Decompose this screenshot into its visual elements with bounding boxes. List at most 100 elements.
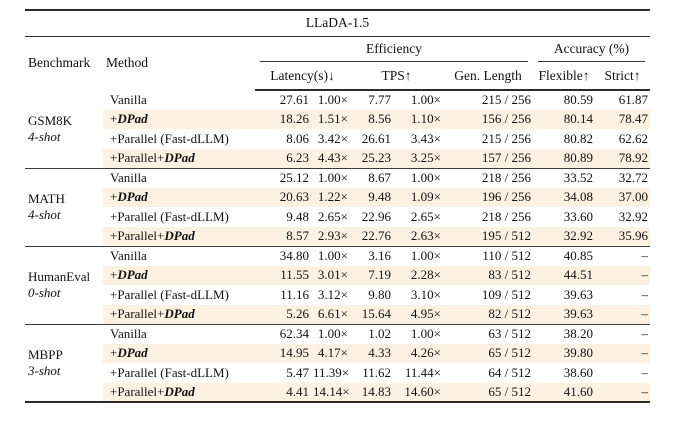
gen-length-value: 218 / 256	[481, 208, 531, 224]
method-cell: Vanilla	[103, 324, 255, 344]
latency-speedup: 3.42×	[317, 130, 348, 146]
flexible-score: 80.89	[533, 148, 595, 168]
tps-speedup: 1.00×	[410, 248, 441, 263]
benchmark-shots: 0-shot	[28, 285, 61, 300]
group-header-row: Benchmark Method Efficiency Accuracy (%)	[25, 36, 650, 70]
gen-length-value: 64 / 512	[488, 364, 531, 380]
tps-speedup: 14.60×	[393, 382, 443, 402]
method-dpad: DPad	[164, 150, 195, 165]
latency-speedup: 4.17×	[311, 343, 350, 363]
gen-length-value: 215 / 256	[481, 92, 531, 108]
column-header-benchmark: Benchmark	[28, 55, 91, 71]
gen-length-value: 110 / 512	[482, 248, 531, 263]
column-header-gen-length: Gen. Length	[443, 62, 533, 91]
method-cell: +Parallel+DPad	[103, 226, 255, 246]
column-group-accuracy: Accuracy (%)	[533, 36, 650, 62]
method-cell: +DPad	[103, 343, 255, 363]
gen-length-value: 63 / 512	[488, 326, 531, 341]
method-cell: +DPad	[103, 187, 255, 207]
tps-value: 9.80	[368, 286, 391, 302]
benchmark-name: MATH	[28, 191, 65, 206]
method-prefix: +Parallel (Fast-dLLM)	[110, 364, 229, 380]
method-prefix: +Parallel+	[110, 228, 165, 243]
flexible-score: 32.92	[533, 226, 595, 246]
flexible-score: 33.52	[563, 170, 593, 185]
gen-length-value: 218 / 256	[481, 170, 531, 185]
method-cell: Vanilla	[103, 168, 255, 188]
tps-value: 8.67	[368, 170, 391, 185]
latency-value: 4.41	[255, 382, 311, 402]
table-row: +DPad 11.55 3.01× 7.19 2.28× 83 / 512 44.51–	[25, 265, 650, 285]
strict-score: 62.62	[618, 130, 648, 146]
tps-value: 8.56	[350, 109, 393, 129]
benchmark-shots: 4-shot	[28, 128, 61, 144]
method-dpad: DPad	[164, 306, 195, 321]
gen-length-value: 157 / 256	[443, 148, 533, 168]
strict-score: –	[595, 343, 650, 363]
flexible-score: 39.63	[533, 304, 595, 324]
flexible-score: 80.59	[563, 92, 593, 108]
column-header-tps: TPS↑	[350, 62, 443, 91]
gen-length-value: 109 / 512	[481, 286, 531, 302]
tps-speedup: 1.00×	[410, 170, 441, 185]
flexible-score: 44.51	[533, 265, 595, 285]
method-dpad: DPad	[117, 267, 148, 283]
benchmark-name: GSM8K	[28, 112, 73, 128]
flexible-score: 39.80	[533, 343, 595, 363]
method-prefix: +	[110, 345, 118, 361]
method-cell: +DPad	[103, 265, 255, 285]
latency-value: 8.06	[286, 130, 309, 146]
table-row: +Parallel (Fast-dLLM) 11.16 3.12× 9.80 3.10×…	[25, 285, 650, 305]
sub-header-row: Latency(s)↓ TPS↑ Gen. Length Flexible↑ S…	[25, 62, 650, 91]
strict-score: –	[595, 265, 650, 285]
latency-value: 25.12	[279, 170, 309, 185]
table-row: +Parallel (Fast-dLLM) 8.06 3.42× 26.61 3.43×…	[25, 129, 650, 149]
latency-speedup: 2.65×	[317, 208, 348, 224]
flexible-score: 33.60	[563, 208, 593, 224]
method-prefix: +Parallel+	[110, 383, 165, 399]
latency-speedup: 3.01×	[311, 265, 350, 285]
tps-speedup: 11.44×	[404, 364, 441, 380]
flexible-score: 40.85	[563, 248, 593, 263]
flexible-score: 34.08	[533, 187, 595, 207]
tps-speedup: 4.95×	[393, 304, 443, 324]
tps-value: 11.62	[362, 364, 391, 380]
benchmark-label: MBPP 3-shot	[25, 324, 103, 402]
method-prefix: +Parallel+	[110, 150, 165, 165]
model-title: LLaDA-1.5	[25, 9, 650, 37]
method-cell: +Parallel (Fast-dLLM)	[103, 129, 255, 149]
strict-score: –	[641, 364, 649, 380]
table-header: LLaDA-1.5 Benchmark Method Efficiency Ac…	[25, 9, 650, 91]
gen-length-value: 83 / 512	[443, 265, 533, 285]
strict-score: –	[641, 248, 649, 263]
tps-value: 15.64	[350, 304, 393, 324]
method-prefix: +Parallel (Fast-dLLM)	[110, 208, 229, 224]
latency-value: 11.55	[255, 265, 311, 285]
table-row: +Parallel (Fast-dLLM) 5.47 11.39× 11.62 11.4…	[25, 363, 650, 383]
latency-speedup: 4.43×	[311, 148, 350, 168]
method-dpad: DPad	[117, 111, 148, 127]
method-cell: +Parallel (Fast-dLLM)	[103, 207, 255, 227]
latency-value: 20.63	[255, 187, 311, 207]
gen-length-value: 65 / 512	[443, 343, 533, 363]
method-cell: +DPad	[103, 109, 255, 129]
tps-value: 7.19	[350, 265, 393, 285]
tps-value: 22.96	[361, 208, 391, 224]
latency-value: 14.95	[255, 343, 311, 363]
tps-speedup: 1.00×	[410, 92, 441, 108]
benchmark-label: HumanEval 0-shot	[25, 246, 103, 324]
latency-value: 9.48	[286, 208, 309, 224]
strict-score: 35.96	[595, 226, 650, 246]
benchmark-shots: 3-shot	[28, 362, 61, 378]
table-row: MATH 4-shot Vanilla 25.12 1.00× 8.67 1.00× 218 …	[25, 168, 650, 222]
benchmark-group: MBPP 3-shot Vanilla 62.34 1.00× 1.02 1.00× 63 /…	[25, 324, 650, 402]
flexible-score: 80.14	[533, 109, 595, 129]
gen-length-value: 215 / 256	[481, 130, 531, 146]
benchmark-shots: 4-shot	[28, 207, 61, 222]
strict-score: 32.72	[618, 170, 648, 185]
benchmark-name: MBPP	[28, 346, 63, 362]
tps-value: 14.83	[350, 382, 393, 402]
tps-speedup: 3.10×	[410, 286, 441, 302]
benchmark-group: HumanEval 0-shot Vanilla 34.80 1.00× 3.16 1.00…	[25, 246, 650, 324]
method-cell: +Parallel+DPad	[103, 304, 255, 324]
